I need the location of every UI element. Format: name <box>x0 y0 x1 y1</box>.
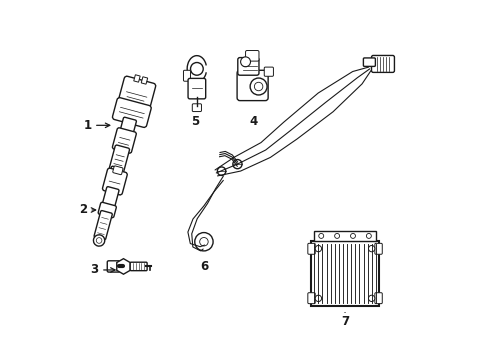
FancyBboxPatch shape <box>371 55 394 72</box>
Text: 4: 4 <box>249 115 257 128</box>
Polygon shape <box>117 259 130 274</box>
Circle shape <box>199 238 208 246</box>
FancyBboxPatch shape <box>363 58 375 66</box>
Text: 7: 7 <box>340 315 348 328</box>
Circle shape <box>315 295 321 302</box>
FancyBboxPatch shape <box>307 243 315 254</box>
Circle shape <box>194 233 213 251</box>
FancyBboxPatch shape <box>113 166 123 175</box>
Text: 5: 5 <box>191 115 199 128</box>
FancyBboxPatch shape <box>264 67 273 76</box>
Text: 3: 3 <box>90 264 99 276</box>
FancyBboxPatch shape <box>120 117 136 136</box>
Circle shape <box>93 235 104 246</box>
Circle shape <box>96 238 102 243</box>
FancyBboxPatch shape <box>374 243 382 254</box>
Circle shape <box>368 295 374 302</box>
Bar <box>141 77 147 84</box>
FancyBboxPatch shape <box>112 98 151 127</box>
Circle shape <box>315 246 321 252</box>
Text: 1: 1 <box>83 119 91 132</box>
Text: 2: 2 <box>79 203 87 216</box>
Circle shape <box>190 63 203 75</box>
FancyBboxPatch shape <box>183 70 190 81</box>
Circle shape <box>366 233 370 238</box>
Circle shape <box>368 246 374 252</box>
FancyBboxPatch shape <box>245 50 259 61</box>
FancyBboxPatch shape <box>374 293 382 303</box>
FancyBboxPatch shape <box>118 76 155 111</box>
FancyBboxPatch shape <box>98 202 116 218</box>
FancyBboxPatch shape <box>107 261 120 272</box>
Circle shape <box>254 82 263 91</box>
FancyBboxPatch shape <box>102 186 119 209</box>
FancyBboxPatch shape <box>112 128 136 153</box>
FancyBboxPatch shape <box>94 211 112 240</box>
FancyBboxPatch shape <box>188 78 205 99</box>
Circle shape <box>240 57 250 67</box>
Circle shape <box>350 233 355 238</box>
Bar <box>310 241 379 306</box>
Circle shape <box>250 78 266 95</box>
Bar <box>134 75 140 82</box>
FancyBboxPatch shape <box>130 262 147 271</box>
FancyBboxPatch shape <box>307 293 315 303</box>
FancyBboxPatch shape <box>237 70 267 100</box>
FancyBboxPatch shape <box>102 168 127 195</box>
FancyBboxPatch shape <box>192 104 201 112</box>
Circle shape <box>334 233 339 238</box>
FancyBboxPatch shape <box>237 58 259 75</box>
FancyBboxPatch shape <box>109 145 129 173</box>
FancyBboxPatch shape <box>108 166 122 182</box>
Circle shape <box>318 233 323 238</box>
Circle shape <box>232 159 242 169</box>
Text: 6: 6 <box>200 260 207 273</box>
Circle shape <box>217 167 225 175</box>
Bar <box>313 231 375 241</box>
